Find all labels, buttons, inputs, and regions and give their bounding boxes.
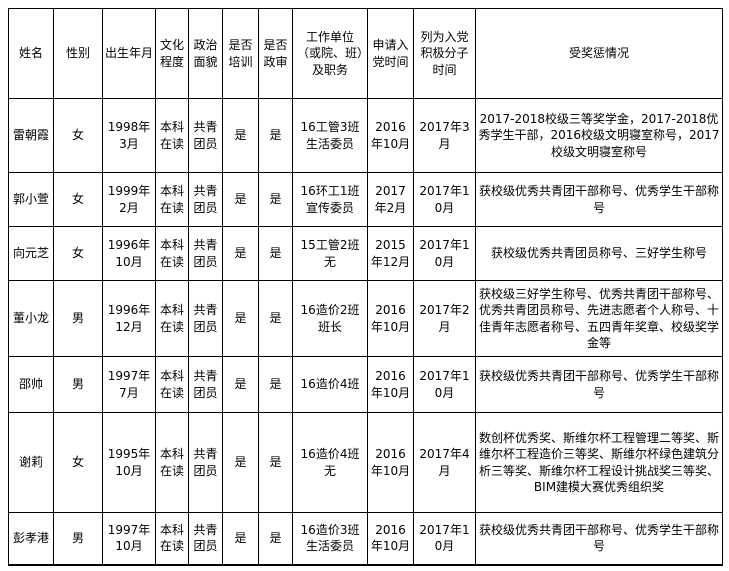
- cell-vetted: 是: [258, 226, 293, 281]
- roster-table: 姓名 性别 出生年月 文化程度 政治面貌 是否培训 是否政审 工作单位（或院、班…: [8, 8, 723, 566]
- cell-unit-position: 15工管2班无: [292, 226, 368, 281]
- cell-apply-date: 2017年2月: [367, 172, 414, 227]
- cell-political-status: 共青团员: [188, 412, 223, 513]
- table-row: 董小龙 男 1996年12月 本科在读 共青团员 是 是 16造价2班班长 20…: [8, 280, 723, 357]
- cell-awards: 获校级优秀共青团干部称号、优秀学生干部称号: [475, 172, 723, 227]
- cell-name: 向元芝: [8, 226, 54, 281]
- cell-name: 董小龙: [8, 280, 54, 357]
- cell-political-status: 共青团员: [188, 226, 223, 281]
- cell-unit-position: 16造价4班: [292, 356, 368, 413]
- cell-birth: 1995年10月: [102, 412, 156, 513]
- cell-name: 谢莉: [8, 412, 54, 513]
- cell-activist-date: 2017年2月: [413, 280, 476, 357]
- cell-political-status: 共青团员: [188, 172, 223, 227]
- cell-vetted: 是: [258, 512, 293, 565]
- column-header-birth: 出生年月: [102, 8, 156, 99]
- cell-trained: 是: [222, 172, 259, 227]
- cell-unit-position: 16工管3班生活委员: [292, 98, 368, 173]
- cell-apply-date: 2016年10月: [367, 280, 414, 357]
- cell-trained: 是: [222, 356, 259, 413]
- cell-birth: 1996年12月: [102, 280, 156, 357]
- column-header-gender: 性别: [53, 8, 103, 99]
- cell-unit-position: 16造价4班无: [292, 412, 368, 513]
- cell-unit-position: 16环工1班宣传委员: [292, 172, 368, 227]
- cell-birth: 1997年7月: [102, 356, 156, 413]
- cell-trained: 是: [222, 280, 259, 357]
- cell-political-status: 共青团员: [188, 512, 223, 565]
- cell-unit-position: 16造价3班生活委员: [292, 512, 368, 565]
- cell-apply-date: 2015年12月: [367, 226, 414, 281]
- cell-birth: 1999年2月: [102, 172, 156, 227]
- cell-activist-date: 2017年10月: [413, 356, 476, 413]
- table-row: 彭孝港 男 1997年10月 本科在读 共青团员 是 是 16造价3班生活委员 …: [8, 512, 723, 565]
- column-header-political-status: 政治面貌: [188, 8, 223, 99]
- column-header-unit-position: 工作单位（或院、班）及职务: [292, 8, 368, 99]
- cell-trained: 是: [222, 412, 259, 513]
- table-row: 雷朝霞 女 1998年3月 本科在读 共青团员 是 是 16工管3班生活委员 2…: [8, 98, 723, 173]
- cell-activist-date: 2017年4月: [413, 412, 476, 513]
- header-row: 姓名 性别 出生年月 文化程度 政治面貌 是否培训 是否政审 工作单位（或院、班…: [8, 8, 723, 99]
- cell-awards: 获校级优秀共青团干部称号、优秀学生干部称号: [475, 512, 723, 565]
- cell-gender: 男: [53, 280, 103, 357]
- cell-apply-date: 2016年10月: [367, 356, 414, 413]
- cell-political-status: 共青团员: [188, 356, 223, 413]
- cell-education: 本科在读: [155, 512, 189, 565]
- cell-trained: 是: [222, 512, 259, 565]
- cell-education: 本科在读: [155, 226, 189, 281]
- cell-education: 本科在读: [155, 172, 189, 227]
- table-row: 郭小萱 女 1999年2月 本科在读 共青团员 是 是 16环工1班宣传委员 2…: [8, 172, 723, 227]
- cell-name: 邵帅: [8, 356, 54, 413]
- cell-gender: 男: [53, 512, 103, 565]
- cell-name: 郭小萱: [8, 172, 54, 227]
- cell-trained: 是: [222, 226, 259, 281]
- cell-awards: 获校级三好学生称号、优秀共青团干部称号、优秀共青团员称号、先进志愿者个人称号、十…: [475, 280, 723, 357]
- cell-political-status: 共青团员: [188, 280, 223, 357]
- cell-name: 雷朝霞: [8, 98, 54, 173]
- cell-vetted: 是: [258, 98, 293, 173]
- column-header-trained: 是否培训: [222, 8, 259, 99]
- table-row: 邵帅 男 1997年7月 本科在读 共青团员 是 是 16造价4班 2016年1…: [8, 356, 723, 413]
- cell-gender: 女: [53, 412, 103, 513]
- cell-activist-date: 2017年10月: [413, 172, 476, 227]
- cell-unit-position: 16造价2班班长: [292, 280, 368, 357]
- column-header-awards: 受奖惩情况: [475, 8, 723, 99]
- column-header-education: 文化程度: [155, 8, 189, 99]
- cell-vetted: 是: [258, 280, 293, 357]
- column-header-apply-date: 申请入党时间: [367, 8, 414, 99]
- cell-apply-date: 2016年10月: [367, 98, 414, 173]
- column-header-name: 姓名: [8, 8, 54, 99]
- cell-birth: 1996年10月: [102, 226, 156, 281]
- cell-gender: 男: [53, 356, 103, 413]
- cell-name: 彭孝港: [8, 512, 54, 565]
- cell-apply-date: 2016年10月: [367, 512, 414, 565]
- cell-political-status: 共青团员: [188, 98, 223, 173]
- cell-activist-date: 2017年10月: [413, 226, 476, 281]
- cell-activist-date: 2017年3月: [413, 98, 476, 173]
- cell-trained: 是: [222, 98, 259, 173]
- cell-vetted: 是: [258, 412, 293, 513]
- cell-birth: 1997年10月: [102, 512, 156, 565]
- cell-education: 本科在读: [155, 356, 189, 413]
- cell-vetted: 是: [258, 172, 293, 227]
- cell-education: 本科在读: [155, 98, 189, 173]
- column-header-vetted: 是否政审: [258, 8, 293, 99]
- cell-apply-date: 2016年10月: [367, 412, 414, 513]
- table-row: 向元芝 女 1996年10月 本科在读 共青团员 是 是 15工管2班无 201…: [8, 226, 723, 281]
- cell-activist-date: 2017年10月: [413, 512, 476, 565]
- cell-gender: 女: [53, 172, 103, 227]
- cell-awards: 数创杯优秀奖、斯维尔杯工程管理二等奖、斯维尔杯工程造价三等奖、斯维尔杯绿色建筑分…: [475, 412, 723, 513]
- cell-vetted: 是: [258, 356, 293, 413]
- cell-education: 本科在读: [155, 412, 189, 513]
- cell-birth: 1998年3月: [102, 98, 156, 173]
- cell-awards: 获校级优秀共青团员称号、三好学生称号: [475, 226, 723, 281]
- cell-awards: 获校级优秀共青团干部称号、优秀学生干部称号: [475, 356, 723, 413]
- cell-gender: 女: [53, 226, 103, 281]
- cell-education: 本科在读: [155, 280, 189, 357]
- column-header-activist-date: 列为入党积极分子时间: [413, 8, 476, 99]
- cell-gender: 女: [53, 98, 103, 173]
- table-row: 谢莉 女 1995年10月 本科在读 共青团员 是 是 16造价4班无 2016…: [8, 412, 723, 513]
- cell-awards: 2017-2018校级三等奖学金，2017-2018优秀学生干部，2016校级文…: [475, 98, 723, 173]
